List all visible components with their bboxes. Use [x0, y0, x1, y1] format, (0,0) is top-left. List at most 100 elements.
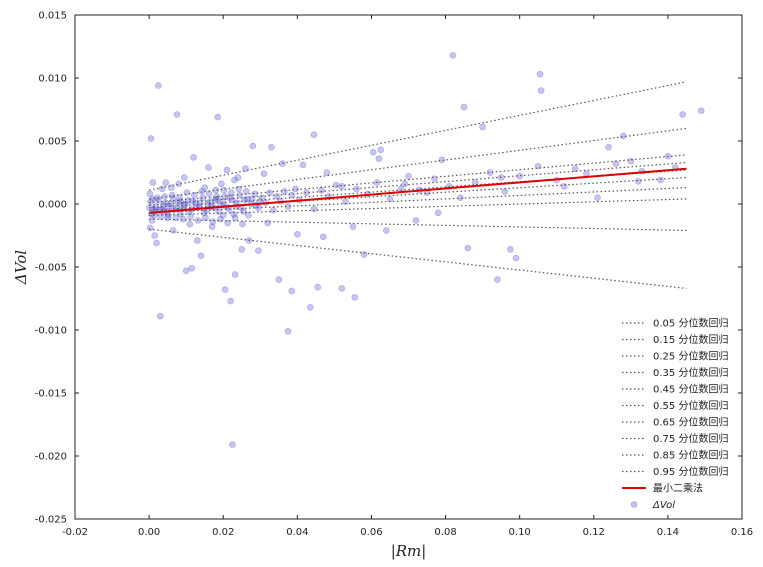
scatter-point — [173, 111, 181, 118]
scatter-point — [162, 199, 170, 207]
scatter-point — [231, 176, 238, 184]
scatter-point — [634, 178, 642, 185]
scatter-point — [231, 214, 239, 222]
legend-label: 0.85 分位数回归 — [653, 449, 728, 462]
scatter-point — [234, 174, 242, 181]
x-tick-label: 0.14 — [657, 527, 679, 538]
scatter-point — [679, 111, 687, 118]
scatter-point — [169, 227, 177, 234]
scatter-point — [213, 193, 220, 200]
quantile-line-9 — [148, 81, 687, 191]
plot-frame — [74, 14, 743, 520]
y-tick-label: 0.015 — [38, 11, 67, 22]
scatter-point — [260, 170, 268, 178]
y-tick-label: 0.000 — [38, 200, 67, 211]
scatter-point — [168, 191, 176, 199]
scatter-point — [338, 183, 346, 190]
scatter-point — [209, 218, 217, 225]
scatter-point — [571, 165, 579, 173]
x-axis-label: |Rm| — [391, 542, 427, 560]
scatter-point — [516, 172, 523, 180]
scatter-point — [479, 123, 486, 131]
scatter-point — [197, 252, 205, 259]
quantile-line-3 — [149, 187, 687, 214]
scatter-point — [241, 196, 249, 204]
scatter-point — [214, 195, 221, 203]
scatter-point — [310, 131, 318, 138]
x-tick-label: 0.04 — [286, 527, 308, 538]
scatter-point — [464, 244, 472, 252]
scatter-point — [266, 189, 273, 196]
legend-label: 0.25 分位数回归 — [653, 350, 728, 363]
quantile-line-7 — [149, 154, 687, 204]
scatter-point — [457, 194, 464, 201]
y-tick-label: 0.010 — [38, 74, 67, 85]
scatter-point — [161, 193, 168, 200]
scatter-point — [412, 217, 420, 224]
x-tick-label: 0.16 — [731, 527, 753, 538]
scatter-point — [279, 160, 286, 167]
scatter-point — [255, 247, 262, 254]
quantile-line-2 — [149, 198, 687, 216]
scatter-point — [460, 103, 468, 111]
scatter-point — [227, 297, 234, 305]
scatter-point — [159, 201, 167, 209]
scatter-point — [594, 194, 601, 201]
scatter-point — [229, 441, 236, 448]
scatter-point — [314, 283, 322, 291]
scatter-point — [537, 87, 545, 94]
legend-label: 0.95 分位数回归 — [653, 465, 728, 478]
scatter-point — [405, 172, 412, 180]
scatter-point — [275, 276, 283, 283]
scatter-point — [186, 220, 194, 228]
scatter-point — [223, 166, 231, 174]
y-tick-label: 0.005 — [38, 137, 67, 148]
scatter-point — [220, 186, 228, 194]
scatter-point — [219, 198, 226, 205]
scatter-point — [536, 70, 544, 78]
scatter-point — [218, 180, 225, 188]
scatter-point — [147, 198, 154, 205]
y-tick-label: -0.020 — [35, 452, 67, 463]
scatter-point — [181, 174, 188, 181]
scatter-point — [214, 113, 221, 121]
scatter-point — [157, 213, 165, 220]
scatter-point — [179, 215, 187, 223]
scatter-point — [332, 181, 340, 189]
scatter-point — [318, 186, 325, 194]
scatter-point — [226, 194, 234, 201]
scatter-point — [269, 207, 277, 214]
x-tick-label: 0.00 — [138, 527, 160, 538]
scatter-point — [288, 287, 296, 295]
x-tick-label: -0.02 — [62, 527, 88, 538]
scatter-point — [299, 161, 307, 169]
scatter-point — [149, 179, 157, 186]
scatter-point — [377, 146, 385, 154]
x-tick-label: 0.06 — [360, 527, 382, 538]
scatter-point — [292, 185, 299, 193]
scatter-point — [228, 189, 235, 196]
scatter-point — [182, 200, 189, 208]
scatter-point — [512, 254, 520, 262]
scatter-point — [221, 286, 229, 293]
x-tick-label: 0.02 — [212, 527, 234, 538]
legend-label: 0.35 分位数回归 — [653, 366, 728, 379]
legend-label: 0.15 分位数回归 — [653, 333, 728, 346]
quantile-line-0 — [149, 228, 687, 290]
scatter-point — [323, 169, 331, 176]
scatter-point — [238, 246, 246, 253]
legend-label: ΔVol — [652, 500, 675, 511]
scatter-point — [239, 220, 246, 228]
scatter-point — [401, 180, 409, 188]
scatter-point — [310, 205, 318, 213]
scatter-point — [205, 190, 213, 198]
scatter-point — [281, 188, 288, 195]
scatter-point — [201, 184, 208, 191]
scatter-point — [155, 82, 162, 89]
legend: 0.05 分位数回归 0.15 分位数回归 0.25 分位数回归 0.35 分位数回归… — [622, 317, 728, 511]
scatter-point — [494, 276, 501, 283]
scatter-point — [284, 327, 292, 335]
scatter-point — [146, 190, 154, 198]
scatter-point — [501, 188, 509, 195]
